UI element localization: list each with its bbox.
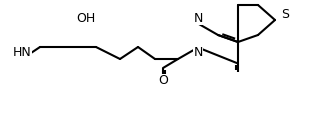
Text: HN: HN bbox=[13, 47, 31, 60]
Text: N: N bbox=[193, 47, 203, 60]
Text: O: O bbox=[158, 75, 168, 87]
Text: S: S bbox=[281, 7, 289, 21]
Text: N: N bbox=[193, 12, 203, 24]
Text: OH: OH bbox=[77, 12, 95, 24]
